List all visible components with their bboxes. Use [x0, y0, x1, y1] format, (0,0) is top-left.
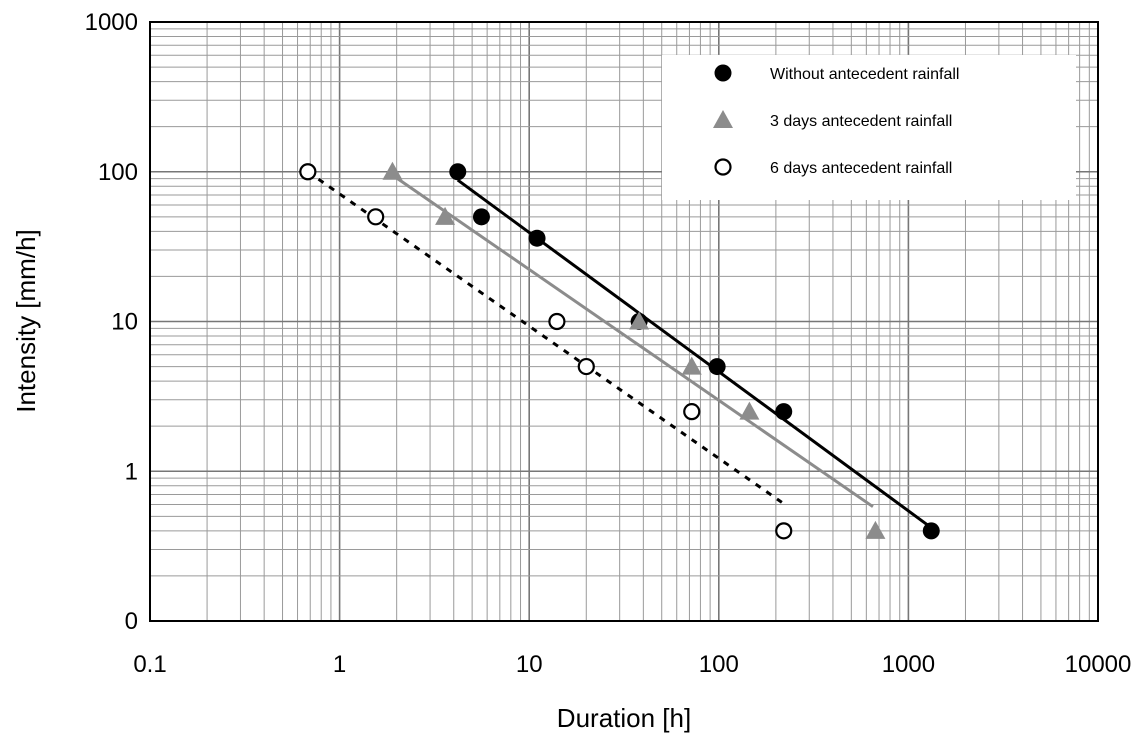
- y-tick-label: 0: [125, 608, 138, 635]
- data-point: [382, 161, 403, 180]
- data-point: [449, 163, 467, 181]
- legend-marker: [713, 110, 733, 128]
- x-tick-label: 1000: [882, 651, 935, 678]
- fit-line: [306, 170, 783, 504]
- y-tick-label: 100: [98, 159, 138, 186]
- data-point: [739, 401, 760, 420]
- y-tick-label: 1: [125, 458, 138, 485]
- data-point: [865, 520, 886, 539]
- data-point: [435, 206, 456, 225]
- legend-marker: [714, 158, 732, 176]
- data-point: [708, 358, 726, 376]
- tick-labels: 0.1 1 10 100 1000 10000 0 1 10 100 1000: [85, 9, 1132, 678]
- y-tick-label: 1000: [85, 9, 138, 36]
- x-tick-label: 100: [699, 651, 739, 678]
- y-axis-title: Intensity [mm/h]: [11, 229, 41, 413]
- fit-line: [391, 173, 874, 508]
- x-tick-label: 10: [516, 651, 543, 678]
- data-points: [299, 161, 940, 540]
- data-point: [528, 229, 546, 247]
- legend-marker: [714, 64, 732, 82]
- x-tick-label: 0.1: [133, 651, 166, 678]
- plot-frame: [149, 21, 1099, 622]
- legend-label: 3 days antecedent rainfall: [770, 113, 952, 130]
- data-point: [775, 403, 793, 421]
- legend-label: 6 days antecedent rainfall: [770, 160, 952, 177]
- data-point: [299, 163, 317, 181]
- data-point: [629, 311, 650, 330]
- data-point: [775, 522, 793, 540]
- data-point: [577, 357, 595, 376]
- x-tick-label: 1: [333, 651, 346, 678]
- data-point: [472, 208, 490, 226]
- data-point: [681, 356, 702, 375]
- legend-label: Without antecedent rainfall: [770, 66, 959, 83]
- x-tick-label: 10000: [1065, 651, 1132, 678]
- data-point: [548, 312, 566, 331]
- data-point: [683, 403, 701, 421]
- x-axis-title: Duration [h]: [557, 703, 691, 733]
- legend: Without antecedent rainfall 3 days antece…: [662, 55, 1076, 200]
- y-tick-label: 10: [111, 309, 138, 336]
- data-point: [367, 208, 385, 226]
- data-point: [922, 522, 940, 540]
